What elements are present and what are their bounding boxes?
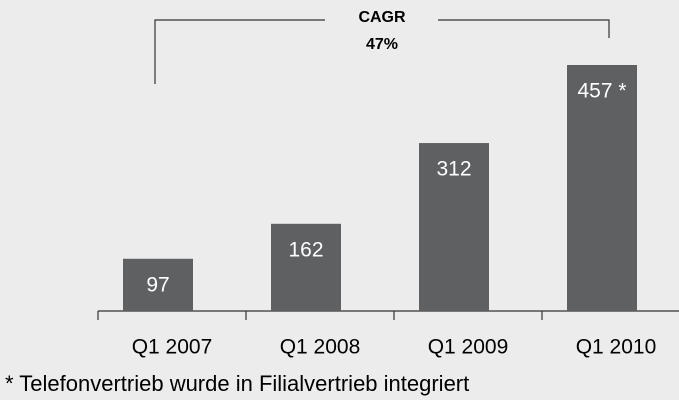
bar <box>567 65 637 311</box>
x-tick-label: Q1 2010 <box>576 336 657 359</box>
x-tick-label: Q1 2008 <box>280 336 361 359</box>
bar <box>419 143 489 311</box>
data-label: 312 <box>436 158 471 181</box>
bar <box>123 258 193 311</box>
cagr-value: 47% <box>366 36 398 53</box>
bar <box>271 223 341 311</box>
x-tick-label: Q1 2007 <box>132 336 213 359</box>
data-label: 457 * <box>577 80 626 103</box>
x-tick-label: Q1 2009 <box>428 336 509 359</box>
data-label: 162 <box>288 238 323 261</box>
cagr-bracket <box>154 19 610 84</box>
cagr-title: CAGR <box>358 9 406 26</box>
data-label: 97 <box>146 273 169 296</box>
footnote: * Telefonvertrieb wurde in Filialvertrie… <box>5 371 469 396</box>
